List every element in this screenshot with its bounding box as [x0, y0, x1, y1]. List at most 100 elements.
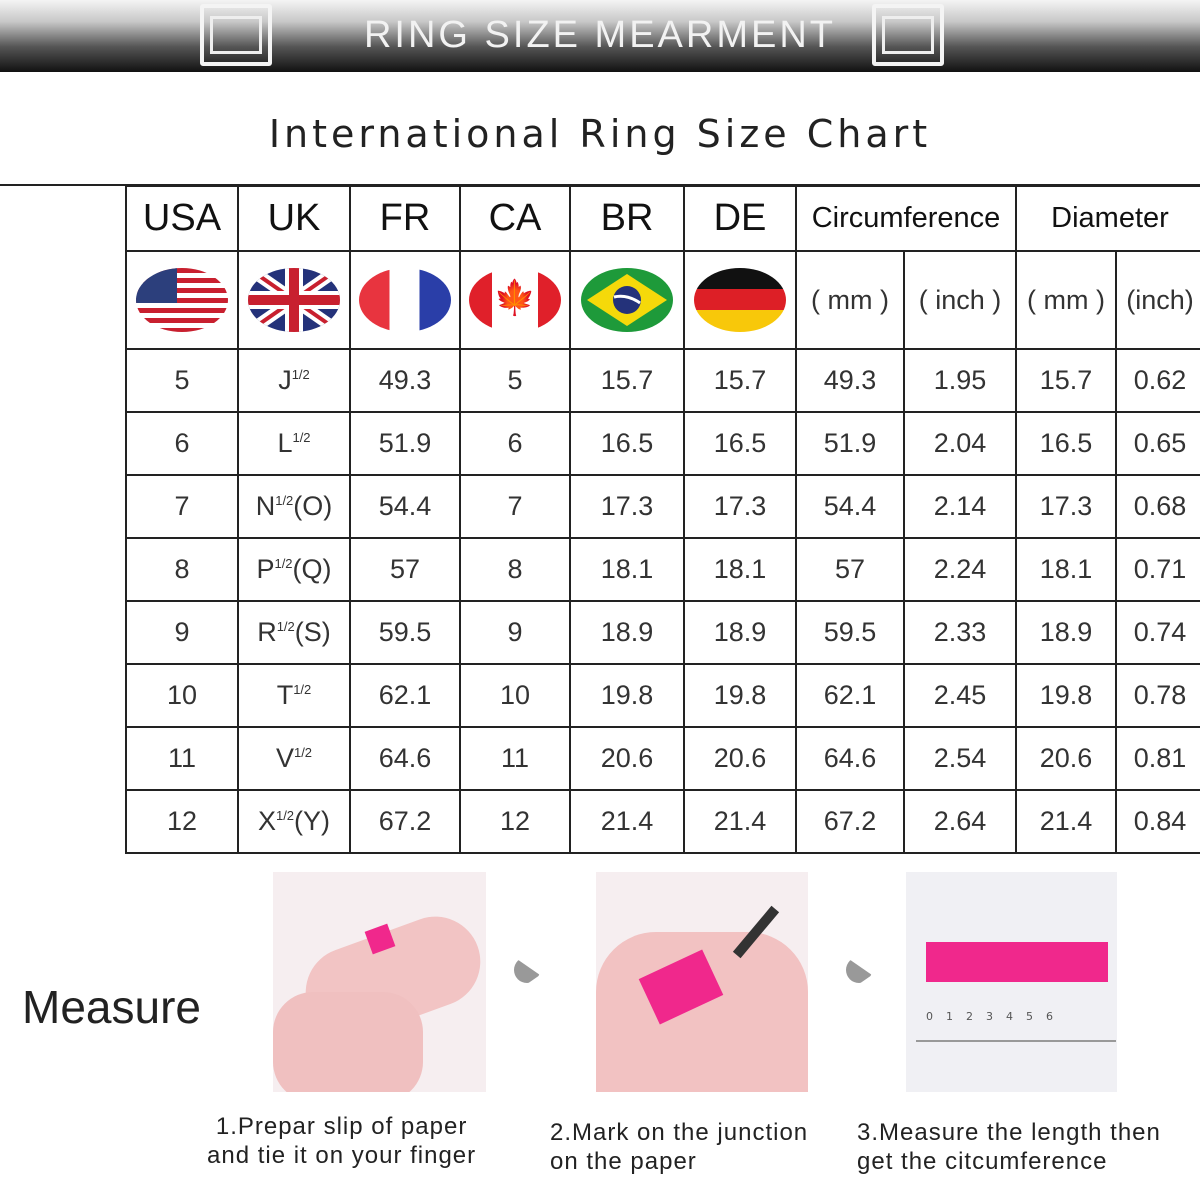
header-circumference: Circumference: [795, 185, 1017, 252]
caption-line: 3.Measure the length then: [857, 1119, 1161, 1146]
cell-usa: 7: [125, 474, 239, 539]
cell-usa: 10: [125, 663, 239, 728]
cell-ca: 12: [459, 789, 571, 854]
cell-uk: T1/2: [237, 663, 351, 728]
half-fraction: 1/2: [291, 367, 310, 382]
cell-c-in: 2.45: [903, 663, 1017, 728]
cell-ca: 7: [459, 474, 571, 539]
header-de: DE: [683, 185, 797, 252]
cell-br: 18.9: [569, 600, 685, 665]
ruler-tick-label: 4: [1006, 1010, 1013, 1023]
header-fr: FR: [349, 185, 461, 252]
cell-c-in: 2.04: [903, 411, 1017, 476]
chart-title: International Ring Size Chart: [268, 112, 932, 156]
unit-diam-inch: (inch): [1115, 250, 1200, 350]
cell-de: 18.9: [683, 600, 797, 665]
cell-c-in: 2.14: [903, 474, 1017, 539]
cell-c-mm: 59.5: [795, 600, 905, 665]
caption-line: 2.Mark on the junction: [550, 1119, 809, 1146]
half-fraction: 1/2: [293, 745, 313, 760]
arrow-icon: [846, 957, 872, 993]
step-3-caption: 3.Measure the length then get the citcumf…: [857, 1118, 1161, 1176]
uk-letter: L: [277, 428, 293, 458]
cell-de: 19.8: [683, 663, 797, 728]
cell-fr: 64.6: [349, 726, 461, 791]
ruler-tick-label: 6: [1046, 1010, 1053, 1023]
uk-letter: J: [278, 365, 292, 395]
cell-fr: 51.9: [349, 411, 461, 476]
cell-c-in: 1.95: [903, 348, 1017, 413]
uk-alt: (Y): [294, 806, 331, 836]
cell-ca: 8: [459, 537, 571, 602]
cell-usa: 8: [125, 537, 239, 602]
cell-d-in: 0.81: [1115, 726, 1200, 791]
cell-de: 18.1: [683, 537, 797, 602]
cell-c-in: 2.54: [903, 726, 1017, 791]
unit-circ-mm: ( mm ): [795, 250, 905, 350]
cell-br: 16.5: [569, 411, 685, 476]
header-br: BR: [569, 185, 685, 252]
step-1-caption: 1.Prepar slip of paper and tie it on your…: [207, 1112, 476, 1170]
cell-d-mm: 16.5: [1015, 411, 1117, 476]
cell-fr: 49.3: [349, 348, 461, 413]
header-uk: UK: [237, 185, 351, 252]
cell-d-mm: 15.7: [1015, 348, 1117, 413]
cell-d-in: 0.68: [1115, 474, 1200, 539]
caption-line: and tie it on your finger: [207, 1142, 477, 1169]
cell-c-mm: 57: [795, 537, 905, 602]
header-diameter: Diameter: [1015, 185, 1200, 252]
unit-circ-inch: ( inch ): [903, 250, 1017, 350]
half-fraction: 1/2: [293, 682, 312, 697]
table-row: 7 N1/2(O) 54.4 7 17.3 17.3 54.4 2.14 17.3 0.68: [125, 474, 1200, 539]
table-row: 10 T1/2 62.1 10 19.8 19.8 62.1 2.45 19.8 0.78: [125, 663, 1200, 728]
uk-alt: (O): [293, 491, 333, 521]
cell-usa: 5: [125, 348, 239, 413]
cell-uk: R1/2(S): [237, 600, 351, 665]
cell-d-in: 0.71: [1115, 537, 1200, 602]
cell-c-mm: 67.2: [795, 789, 905, 854]
cell-d-in: 0.84: [1115, 789, 1200, 854]
cell-fr: 62.1: [349, 663, 461, 728]
half-fraction: 1/2: [275, 493, 294, 508]
cell-de: 16.5: [683, 411, 797, 476]
cell-uk: V1/2: [237, 726, 351, 791]
table-row: 8 P1/2(Q) 57 8 18.1 18.1 57 2.24 18.1 0.71: [125, 537, 1200, 602]
cell-c-mm: 62.1: [795, 663, 905, 728]
cell-d-in: 0.74: [1115, 600, 1200, 665]
cell-br: 17.3: [569, 474, 685, 539]
cell-usa: 6: [125, 411, 239, 476]
cell-uk: N1/2(O): [237, 474, 351, 539]
cell-uk: J1/2: [237, 348, 351, 413]
cell-ca: 9: [459, 600, 571, 665]
cell-d-in: 0.62: [1115, 348, 1200, 413]
half-fraction: 1/2: [275, 808, 295, 823]
cell-br: 15.7: [569, 348, 685, 413]
ruler-tick-label: 5: [1026, 1010, 1033, 1023]
cell-de: 21.4: [683, 789, 797, 854]
cell-fr: 59.5: [349, 600, 461, 665]
caption-line: 1.Prepar slip of paper: [215, 1113, 468, 1140]
banner-title: RING SIZE MEARMENT: [363, 14, 837, 56]
cell-d-mm: 18.1: [1015, 537, 1117, 602]
germany-flag-icon: [694, 268, 786, 332]
cell-br: 20.6: [569, 726, 685, 791]
ruler-tick-label: 1: [946, 1010, 953, 1023]
ring-size-table: USA UK FR CA BR DE Circumference Diamete…: [125, 185, 1200, 854]
cell-uk: L1/2: [237, 411, 351, 476]
ruler-tick-label: 2: [966, 1010, 973, 1023]
table-row: 12 X1/2(Y) 67.2 12 21.4 21.4 67.2 2.64 21.4 0.84: [125, 789, 1200, 854]
uk-letter: V: [275, 743, 294, 773]
half-fraction: 1/2: [276, 619, 295, 634]
paper-strip: [926, 942, 1108, 982]
ruler-tick-label: 3: [986, 1010, 993, 1023]
cell-usa: 11: [125, 726, 239, 791]
header-ca: CA: [459, 185, 571, 252]
cell-ca: 5: [459, 348, 571, 413]
brazil-flag-icon: [581, 268, 673, 332]
cell-ca: 10: [459, 663, 571, 728]
france-flag-icon: [359, 268, 451, 332]
table-row: 5 J1/2 49.3 5 15.7 15.7 49.3 1.95 15.7 0.62: [125, 348, 1200, 413]
cell-d-in: 0.78: [1115, 663, 1200, 728]
cell-c-mm: 51.9: [795, 411, 905, 476]
